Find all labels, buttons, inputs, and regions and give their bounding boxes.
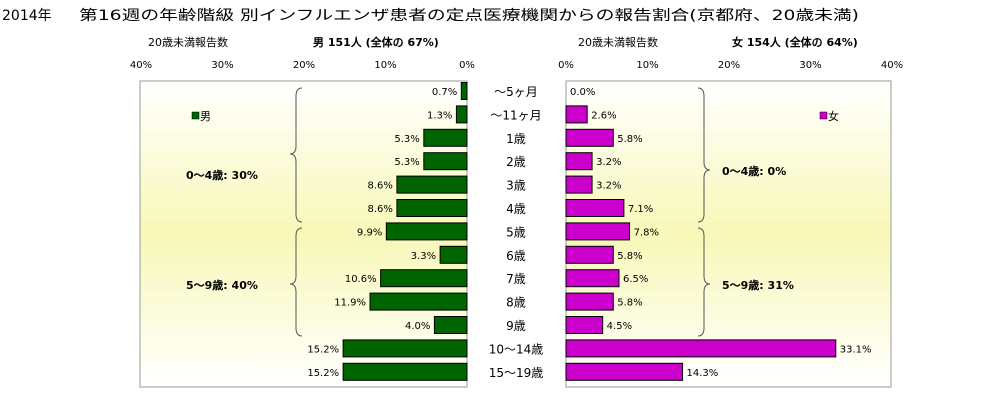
category-label: 1歳 — [506, 132, 526, 146]
female-count-label: 20歳未満報告数 — [578, 36, 658, 49]
male-panel-title: 男 151人 (全体の 67%) — [313, 35, 439, 49]
category-label: 7歳 — [506, 272, 526, 286]
male-bar — [455, 105, 468, 124]
female-axis-tick-label: 40% — [881, 60, 903, 71]
female-bar — [565, 362, 684, 381]
male-axis-tick-label: 0% — [459, 60, 475, 71]
male-bar — [396, 175, 468, 194]
female-panel-title: 女 154人 (全体の 64%) — [732, 35, 858, 49]
male-group-label-0-4: 0〜4歳: 30% — [186, 168, 258, 182]
category-label: 〜5ヶ月 — [494, 85, 538, 99]
male-legend-swatch — [191, 111, 200, 120]
year-label: 2014年 — [2, 8, 52, 24]
female-axis-tick-label: 10% — [636, 60, 658, 71]
category-label: 5歳 — [506, 225, 526, 239]
category-label: 15〜19歳 — [489, 366, 544, 380]
male-group-label-5-9: 5〜9歳: 40% — [186, 278, 258, 292]
male-bar — [423, 152, 468, 171]
category-label: 10〜14歳 — [489, 342, 544, 356]
female-value-label: 2.6% — [591, 110, 616, 121]
female-axis-tick-label: 0% — [558, 60, 574, 71]
female-value-label: 7.8% — [634, 227, 659, 238]
female-bar — [565, 245, 614, 264]
male-bar — [433, 316, 468, 334]
male-bar — [439, 245, 468, 264]
category-label: 4歳 — [506, 202, 526, 216]
male-value-label: 0.7% — [432, 87, 457, 98]
male-value-label: 15.2% — [307, 344, 339, 355]
male-bar — [342, 339, 468, 358]
female-axis-tick-label: 20% — [718, 60, 740, 71]
male-value-label: 15.2% — [307, 368, 339, 379]
female-value-label: 5.8% — [617, 134, 642, 145]
female-group-label-5-9: 5〜9歳: 31% — [722, 278, 794, 292]
female-bar — [565, 316, 604, 334]
female-value-label: 33.1% — [840, 344, 872, 355]
female-value-label: 5.8% — [617, 298, 642, 309]
male-bar — [342, 362, 468, 381]
male-legend-label: 男 — [200, 110, 211, 123]
male-axis-tick-label: 40% — [130, 60, 152, 71]
category-label: 3歳 — [506, 179, 526, 193]
male-brace-0-4 — [289, 87, 303, 223]
male-axis-tick-label: 10% — [374, 60, 396, 71]
category-label: 〜11ヶ月 — [490, 108, 541, 122]
female-value-label: 3.2% — [596, 181, 621, 192]
female-value-label: 7.1% — [628, 204, 653, 215]
female-bar — [565, 105, 588, 124]
female-value-label: 14.3% — [687, 368, 719, 379]
female-value-label: 4.5% — [607, 321, 632, 332]
female-value-label: 3.2% — [596, 157, 621, 168]
female-legend-label: 女 — [828, 109, 839, 123]
male-bar — [460, 82, 468, 100]
male-bar — [380, 269, 468, 288]
male-value-label: 9.9% — [357, 227, 382, 238]
male-value-label: 3.3% — [411, 251, 436, 262]
male-count-label: 20歳未満報告数 — [148, 36, 228, 49]
female-brace-5-9 — [697, 227, 711, 337]
female-value-label: 6.5% — [623, 274, 648, 285]
category-label: 2歳 — [506, 155, 526, 169]
category-label: 8歳 — [506, 296, 526, 310]
male-value-label: 8.6% — [368, 204, 393, 215]
male-bar — [385, 222, 468, 241]
female-value-label: 5.8% — [617, 251, 642, 262]
female-group-label-0-4: 0〜4歳: 0% — [722, 164, 786, 178]
chart-title: 第16週の年齢階級 別インフルエンザ患者の定点医療機関からの報告割合(京都府、2… — [79, 7, 859, 24]
male-value-label: 11.9% — [334, 298, 366, 309]
category-label: 9歳 — [506, 319, 526, 333]
male-value-label: 4.0% — [405, 321, 430, 332]
female-brace-0-4 — [697, 87, 711, 223]
female-bar — [565, 199, 625, 217]
male-value-label: 5.3% — [394, 134, 419, 145]
male-value-label: 8.6% — [368, 181, 393, 192]
female-bar — [565, 269, 620, 288]
male-bar — [396, 199, 468, 217]
male-value-label: 5.3% — [394, 157, 419, 168]
male-bar — [423, 128, 468, 147]
female-bar — [565, 292, 614, 311]
male-value-label: 10.6% — [345, 274, 377, 285]
female-axis-tick-label: 30% — [799, 60, 821, 71]
male-brace-5-9 — [289, 227, 303, 337]
female-bar — [565, 222, 631, 241]
male-value-label: 1.3% — [427, 110, 452, 121]
female-bar — [565, 339, 837, 358]
female-bar — [565, 128, 614, 147]
female-value-label: 0.0% — [570, 87, 595, 98]
male-axis-tick-label: 30% — [211, 60, 233, 71]
male-bar — [369, 292, 468, 311]
female-bar — [565, 175, 593, 194]
female-bar — [565, 152, 593, 171]
female-legend-swatch — [819, 111, 828, 120]
category-label: 6歳 — [506, 249, 526, 263]
male-axis-tick-label: 20% — [293, 60, 315, 71]
